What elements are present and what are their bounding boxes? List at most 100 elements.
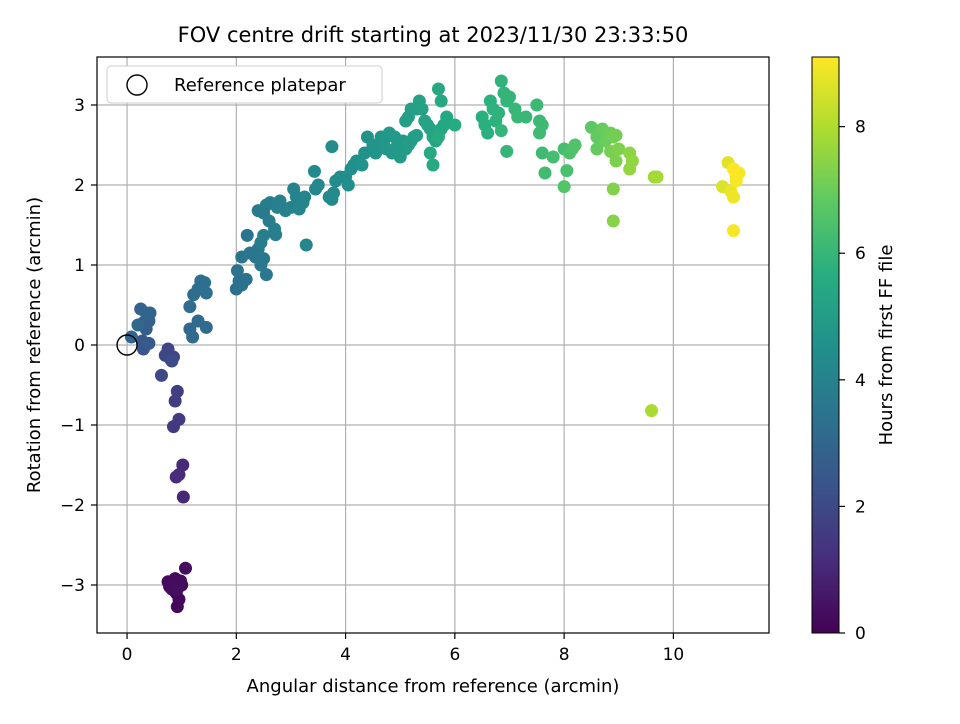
data-point bbox=[186, 330, 200, 344]
data-point bbox=[530, 98, 544, 112]
data-point bbox=[609, 154, 623, 168]
data-point bbox=[239, 272, 253, 286]
data-point bbox=[143, 306, 157, 320]
data-point bbox=[240, 228, 254, 242]
y-tick-label: −3 bbox=[60, 576, 85, 596]
x-tick-label: 8 bbox=[559, 645, 570, 665]
data-point bbox=[124, 330, 138, 344]
data-point bbox=[355, 158, 369, 172]
y-tick-label: −1 bbox=[60, 416, 85, 436]
data-point bbox=[176, 490, 190, 504]
data-point bbox=[327, 186, 341, 200]
grid-lines bbox=[97, 57, 769, 633]
data-point bbox=[726, 190, 740, 204]
colorbar-tick-label: 0 bbox=[855, 624, 866, 644]
data-point bbox=[609, 128, 623, 142]
y-tick-label: 3 bbox=[74, 96, 85, 116]
data-point bbox=[726, 162, 740, 176]
legend-box bbox=[106, 65, 383, 104]
colorbar: 0 2 4 6 8 Hours from first FF file bbox=[811, 56, 897, 644]
data-point bbox=[179, 561, 193, 575]
x-tick-label: 2 bbox=[231, 645, 242, 665]
colorbar-tick-label: 2 bbox=[855, 497, 866, 517]
data-point bbox=[426, 158, 440, 172]
data-point bbox=[198, 276, 212, 290]
data-point bbox=[729, 174, 743, 188]
data-point bbox=[431, 130, 445, 144]
y-axis-label: Rotation from reference (arcmin) bbox=[24, 197, 45, 493]
data-point bbox=[325, 140, 339, 154]
data-point bbox=[440, 110, 454, 124]
data-point bbox=[546, 150, 560, 164]
data-point bbox=[645, 404, 659, 418]
data-point bbox=[492, 106, 506, 120]
data-point bbox=[183, 300, 197, 314]
data-point bbox=[259, 268, 273, 282]
data-point bbox=[584, 120, 598, 134]
data-point bbox=[230, 264, 244, 278]
data-point bbox=[298, 190, 312, 204]
legend-marker-open-circle-icon bbox=[126, 74, 148, 96]
x-axis-label: Angular distance from reference (arcmin) bbox=[247, 676, 620, 697]
data-point bbox=[199, 286, 213, 300]
y-tick-label: 2 bbox=[74, 176, 85, 196]
colorbar-tick-label: 4 bbox=[855, 371, 866, 391]
legend: Reference platepar bbox=[106, 65, 383, 104]
y-tick-label: 1 bbox=[74, 256, 85, 276]
data-point bbox=[268, 222, 282, 236]
x-tick-label: 6 bbox=[449, 645, 460, 665]
colorbar-gradient bbox=[811, 56, 840, 634]
x-tick-label: 4 bbox=[340, 645, 351, 665]
data-point bbox=[448, 118, 462, 132]
data-point bbox=[311, 178, 325, 192]
data-point bbox=[612, 142, 626, 156]
data-point bbox=[273, 194, 287, 208]
data-point bbox=[726, 224, 740, 238]
colorbar-label: Hours from first FF file bbox=[876, 245, 897, 446]
data-point bbox=[142, 336, 156, 350]
data-point bbox=[590, 142, 604, 156]
data-point bbox=[154, 368, 168, 382]
data-point bbox=[170, 600, 184, 614]
data-point bbox=[172, 412, 186, 426]
scatter-points bbox=[116, 74, 746, 614]
data-point bbox=[307, 164, 321, 178]
y-tick-label: 0 bbox=[74, 336, 85, 356]
colorbar-tick-label: 8 bbox=[855, 118, 866, 138]
data-point bbox=[423, 146, 437, 160]
data-point bbox=[131, 318, 145, 332]
data-point bbox=[519, 110, 533, 124]
colorbar-ticks: 0 2 4 6 8 bbox=[839, 118, 866, 644]
data-point bbox=[170, 582, 184, 596]
data-point bbox=[434, 94, 448, 108]
x-tick-label: 10 bbox=[663, 645, 685, 665]
data-point bbox=[199, 320, 213, 334]
data-point bbox=[257, 228, 271, 242]
data-point bbox=[341, 178, 355, 192]
y-axis-ticks: −3 −2 −1 0 1 2 3 bbox=[60, 96, 97, 596]
data-point bbox=[299, 238, 313, 252]
data-point bbox=[535, 146, 549, 160]
reference-platepar-marker bbox=[116, 334, 138, 356]
data-point bbox=[538, 166, 552, 180]
legend-label-reference-platepar: Reference platepar bbox=[174, 75, 346, 96]
data-point bbox=[500, 144, 514, 158]
data-point bbox=[650, 170, 664, 184]
chart-title: FOV centre drift starting at 2023/11/30 … bbox=[178, 23, 689, 47]
data-point bbox=[494, 74, 508, 88]
data-point bbox=[165, 354, 179, 368]
data-point bbox=[481, 126, 495, 140]
data-point bbox=[415, 102, 429, 116]
data-point bbox=[494, 124, 508, 138]
x-axis-ticks: 0 2 4 6 8 10 bbox=[122, 633, 685, 665]
data-point bbox=[170, 384, 184, 398]
data-point bbox=[257, 252, 271, 266]
data-point bbox=[606, 182, 620, 196]
colorbar-tick-label: 6 bbox=[855, 244, 866, 264]
data-point bbox=[533, 126, 547, 140]
y-tick-label: −2 bbox=[60, 496, 85, 516]
data-point bbox=[560, 164, 574, 178]
data-point bbox=[358, 146, 372, 160]
data-point bbox=[431, 82, 445, 96]
